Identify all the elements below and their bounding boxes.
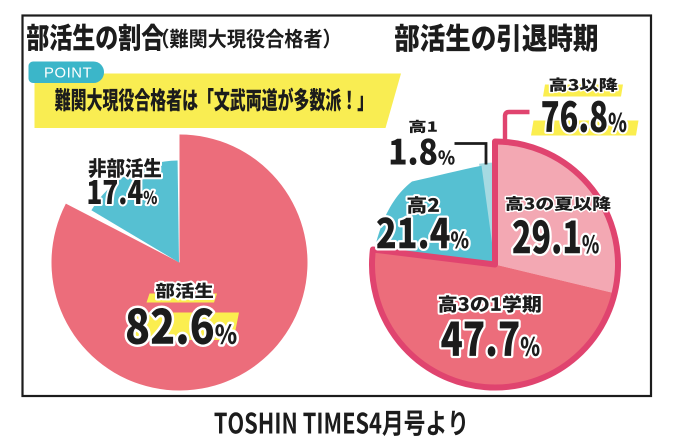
- svg-text:POINT: POINT: [44, 66, 92, 82]
